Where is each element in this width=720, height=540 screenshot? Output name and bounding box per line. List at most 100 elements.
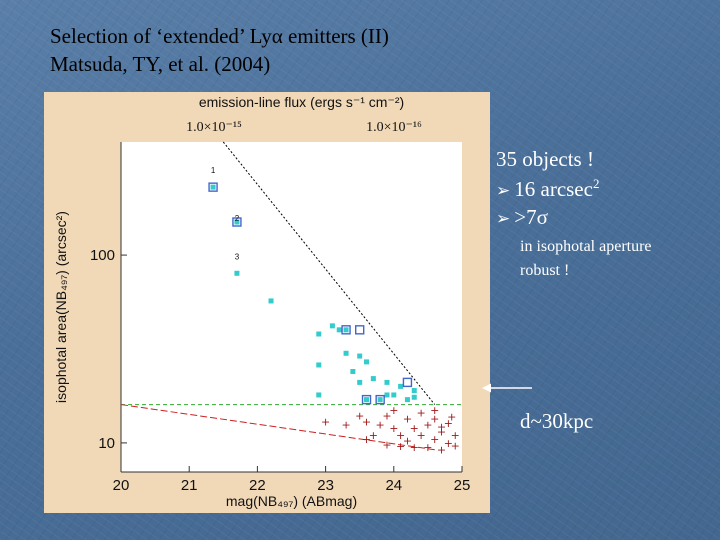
object-number-label: 3 xyxy=(235,253,240,262)
faint-object-marker: + xyxy=(444,417,453,430)
chart-panel: 20 21 22 23 24 25 10 100 emission-line flux (erg… xyxy=(44,92,490,513)
faint-object-marker: + xyxy=(451,439,460,452)
object-number-label: 1 xyxy=(211,166,216,175)
selected-object-marker xyxy=(357,379,363,385)
area-bullet-sup: 2 xyxy=(592,176,600,191)
faint-object-marker: + xyxy=(382,409,391,422)
faint-object-marker: + xyxy=(416,407,425,420)
faint-object-marker: + xyxy=(341,419,350,432)
top-tick-label: 1.0×10⁻¹⁵ xyxy=(186,120,242,135)
top-tick-label: 1.0×10⁻¹⁶ xyxy=(366,120,422,135)
faint-object-marker: + xyxy=(430,404,439,417)
x-axis-label: mag(NB₄₉₇) (ABmag) xyxy=(226,493,357,509)
faint-object-marker: + xyxy=(389,422,398,435)
faint-object-marker: + xyxy=(430,433,439,446)
boxed-object-marker xyxy=(208,182,218,192)
selected-object-marker xyxy=(398,383,404,389)
faint-object-marker: + xyxy=(321,416,330,429)
selected-object-marker xyxy=(377,397,383,403)
selected-object-marker xyxy=(234,270,240,276)
selected-object-marker xyxy=(329,323,335,329)
selected-object-marker xyxy=(316,392,322,398)
boxed-object-marker xyxy=(341,325,351,335)
selected-object-marker xyxy=(336,327,342,333)
faint-object-marker: + xyxy=(396,429,405,442)
area-bullet: ➢ 16 arcsec2 xyxy=(496,176,599,202)
boxed-object-marker xyxy=(402,377,413,388)
size-label: d~30kpc xyxy=(520,409,594,433)
selected-object-marker xyxy=(210,184,216,190)
faint-object-marker: + xyxy=(451,429,460,442)
object-count: 35 objects ! xyxy=(496,147,594,171)
sigma-bullet-text: >7σ xyxy=(514,205,548,229)
x-tick-label: 24 xyxy=(385,477,402,494)
selected-object-marker xyxy=(364,397,370,403)
faint-object-marker: + xyxy=(355,409,364,422)
selected-object-marker xyxy=(268,298,274,304)
selected-object-marker xyxy=(411,388,417,394)
y-tick-label: 10 xyxy=(98,435,115,452)
faint-object-marker: + xyxy=(396,440,405,453)
x-tick-label: 25 xyxy=(454,477,471,494)
faint-object-marker: + xyxy=(437,421,446,434)
faint-object-marker: + xyxy=(376,419,385,432)
faint-object-marker: + xyxy=(447,411,456,424)
note-line-2: robust ! xyxy=(520,262,570,279)
faint-object-marker: + xyxy=(362,416,371,429)
arrow-bullet-icon: ➢ xyxy=(496,209,511,229)
boxed-object-marker xyxy=(355,325,365,335)
x-tick-label: 22 xyxy=(249,477,266,494)
faint-object-marker: + xyxy=(444,437,453,450)
arrow-bullet-icon: ➢ xyxy=(496,181,511,201)
y-axis-label: isophotal area(NB₄₉₇) (arcsec²) xyxy=(53,211,69,403)
faint-object-marker: + xyxy=(369,429,378,442)
faint-object-marker: + xyxy=(410,422,419,435)
selected-object-marker xyxy=(384,379,390,385)
faint-object-marker: + xyxy=(362,433,371,446)
boxed-object-marker xyxy=(375,394,385,405)
selected-object-marker xyxy=(350,368,356,374)
selected-object-marker xyxy=(316,331,322,337)
left-arrow-icon xyxy=(482,383,532,393)
selected-object-marker xyxy=(234,219,240,225)
top-axis-label: emission-line flux (ergs s⁻¹ cm⁻²) xyxy=(199,94,404,110)
selected-object-marker xyxy=(404,397,410,403)
boxed-object-marker xyxy=(232,217,242,227)
faint-object-marker: + xyxy=(430,412,439,425)
x-tick-label: 21 xyxy=(181,477,198,494)
selected-object-marker xyxy=(343,350,349,356)
object-number-label: 2 xyxy=(235,214,240,223)
faint-object-marker: + xyxy=(382,439,391,452)
faint-object-marker: + xyxy=(403,412,412,425)
y-tick-label: 100 xyxy=(90,247,115,264)
faint-object-marker: + xyxy=(416,429,425,442)
title-line-2: Matsuda, TY, et al. (2004) xyxy=(50,52,271,76)
x-tick-label: 23 xyxy=(317,477,334,494)
surface-brightness-line xyxy=(120,404,435,451)
faint-object-marker: + xyxy=(423,419,432,432)
selected-object-marker xyxy=(384,392,390,398)
faint-object-marker: + xyxy=(403,434,412,447)
note-line-1: in isophotal aperture xyxy=(520,238,652,255)
selected-object-marker xyxy=(391,392,397,398)
faint-object-marker: + xyxy=(423,441,432,454)
sigma-bullet: ➢ >7σ xyxy=(496,205,548,230)
plot-area xyxy=(121,142,462,472)
selected-object-marker xyxy=(357,353,363,359)
selected-object-marker xyxy=(411,394,417,400)
faint-object-marker: + xyxy=(437,426,446,439)
selected-object-marker xyxy=(364,359,370,365)
area-bullet-text: 16 arcsec xyxy=(514,177,593,201)
slide-title: Selection of ‘extended’ Lyα emitters (II… xyxy=(50,22,389,78)
selected-object-marker xyxy=(370,376,376,382)
selected-object-marker xyxy=(316,362,322,368)
title-line-1: Selection of ‘extended’ Lyα emitters (II… xyxy=(50,24,389,48)
x-tick-label: 20 xyxy=(113,477,130,494)
flux-limit-line xyxy=(222,141,436,405)
selected-object-marker xyxy=(343,327,349,333)
faint-object-marker: + xyxy=(410,441,419,454)
faint-object-marker: + xyxy=(437,444,446,457)
boxed-object-marker xyxy=(361,394,372,405)
faint-object-marker: + xyxy=(389,404,398,417)
